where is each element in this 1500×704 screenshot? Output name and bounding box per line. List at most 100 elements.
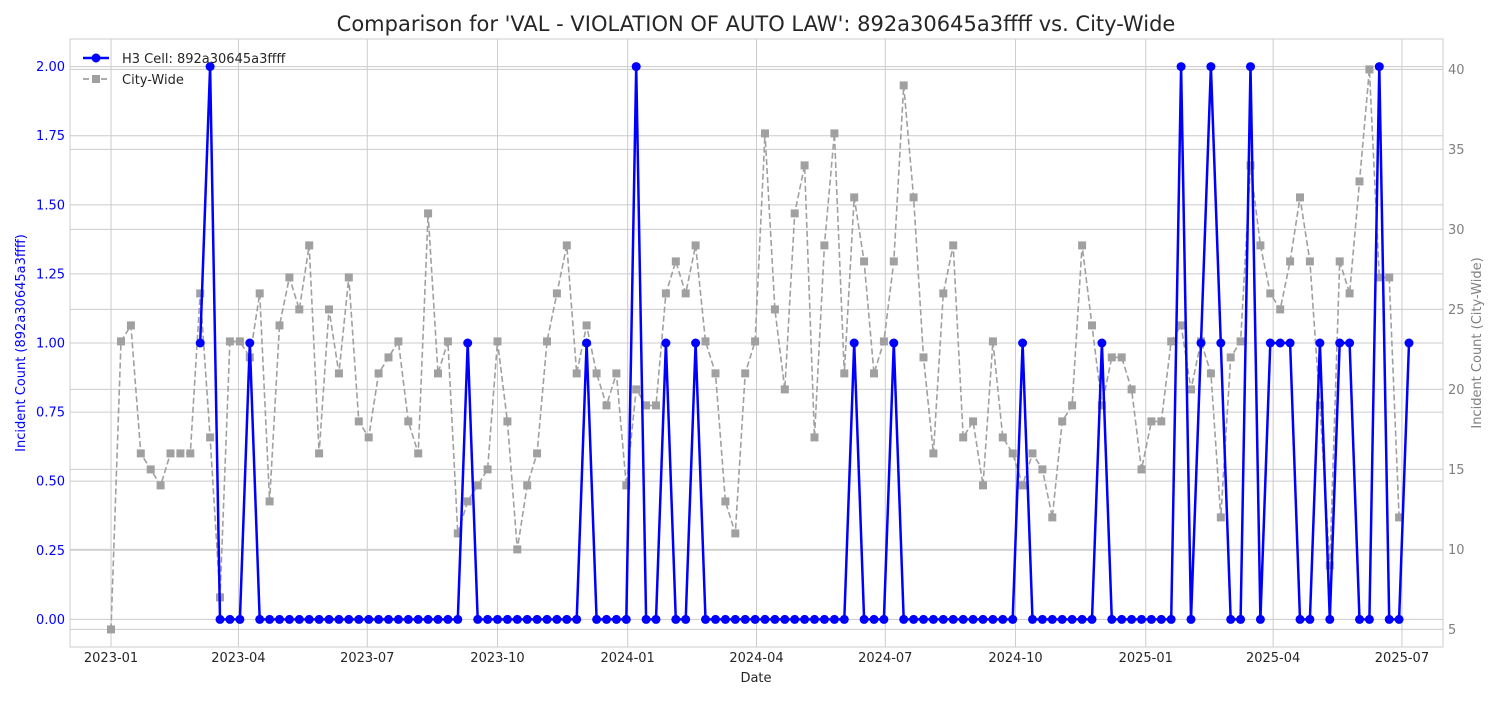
y-left-axis-ticks: 0.00 0.25 0.50 0.75 1.00 1.25 1.50 1.75 2.00: [36, 60, 65, 628]
city-wide-point: [414, 449, 423, 458]
h3-cell-point: [463, 338, 473, 348]
h3-cell-point: [839, 614, 849, 624]
city-wide-point: [117, 337, 125, 346]
h3-cell-point: [760, 614, 770, 624]
city-wide-point: [899, 81, 908, 90]
city-wide-point: [949, 241, 958, 250]
city-wide-point: [275, 321, 284, 330]
city-wide-point: [850, 193, 859, 202]
h3-cell-point: [1176, 62, 1186, 72]
city-wide-point: [572, 369, 581, 378]
city-wide-point: [523, 481, 532, 490]
h3-cell-point: [324, 614, 334, 624]
h3-cell-point: [1037, 614, 1047, 624]
city-wide-point: [136, 449, 145, 458]
city-wide-point: [453, 529, 462, 538]
h3-cell-point: [423, 614, 433, 624]
h3-cell-point: [928, 614, 938, 624]
city-wide-point: [384, 353, 393, 362]
h3-cell-point: [701, 614, 710, 624]
city-wide-point: [721, 497, 730, 506]
city-wide-point: [186, 449, 195, 458]
city-wide-point: [731, 529, 740, 538]
city-wide-point: [255, 289, 264, 298]
h3-cell-point: [909, 614, 919, 624]
city-wide-point: [1355, 177, 1364, 186]
city-wide-point: [156, 481, 165, 490]
city-wide-point: [1345, 289, 1354, 298]
h3-cell-point: [284, 614, 294, 624]
h3-cell-point: [1008, 614, 1018, 624]
h3-cell-point: [205, 62, 215, 72]
h3-cell-point: [522, 614, 532, 624]
city-wide-point: [196, 289, 205, 298]
city-wide-point: [860, 257, 869, 266]
city-wide-point: [592, 369, 601, 378]
h3-cell-point: [720, 614, 730, 624]
h3-cell-point: [1057, 614, 1067, 624]
chart-title: Comparison for 'VAL - VIOLATION OF AUTO …: [337, 12, 1176, 36]
city-wide-point: [939, 289, 948, 298]
y-left-tick-label: 0.75: [36, 406, 65, 421]
h3-cell-point: [294, 614, 304, 624]
city-wide-point: [1246, 161, 1255, 170]
h3-cell-point: [493, 614, 502, 624]
city-wide-point: [642, 401, 651, 410]
h3-cell-point: [1384, 614, 1394, 624]
h3-cell-point: [938, 614, 948, 624]
city-wide-point: [1028, 449, 1037, 458]
h3-cell-point: [1285, 338, 1295, 348]
y-left-tick-label: 1.00: [36, 337, 65, 352]
city-wide-point: [1395, 513, 1404, 522]
h3-cell-point: [1018, 338, 1028, 348]
city-wide-point: [681, 289, 690, 298]
city-wide-point: [166, 449, 175, 458]
city-wide-point: [1236, 337, 1245, 346]
h3-cell-point: [1047, 614, 1057, 624]
h3-cell-point: [1246, 62, 1255, 72]
h3-cell-point: [750, 614, 760, 624]
h3-cell-point: [1236, 614, 1246, 624]
city-wide-point: [1296, 193, 1304, 202]
h3-cell-point: [1355, 614, 1364, 624]
city-wide-point: [1008, 449, 1017, 458]
city-wide-point: [741, 369, 750, 378]
city-wide-point: [1187, 385, 1195, 394]
city-wide-point: [235, 337, 244, 346]
city-wide-point: [751, 337, 760, 346]
city-wide-point: [909, 193, 918, 202]
h3-cell-point: [1265, 338, 1275, 348]
h3-cell-point: [800, 614, 810, 624]
h3-cell-point: [661, 338, 671, 348]
h3-cell-point: [780, 614, 790, 624]
h3-cell-point: [532, 614, 542, 624]
y-left-tick-label: 1.75: [36, 129, 65, 144]
city-wide-point: [1177, 321, 1186, 330]
h3-cell-point: [1216, 338, 1226, 348]
h3-cell-point: [374, 614, 384, 624]
y-right-tick-label: 40: [1448, 63, 1465, 78]
y-right-tick-label: 30: [1448, 223, 1465, 238]
city-wide-point: [1157, 417, 1166, 426]
h3-cell-point: [1087, 614, 1097, 624]
city-wide-point: [979, 481, 987, 490]
city-wide-point: [1137, 465, 1146, 474]
city-wide-point: [780, 385, 789, 394]
h3-cell-point: [1295, 614, 1305, 624]
h3-cell-point: [1117, 614, 1127, 624]
city-wide-point: [701, 337, 710, 346]
city-wide-point: [533, 449, 542, 458]
city-wide-point: [959, 433, 968, 442]
city-wide-point: [1216, 513, 1225, 522]
city-wide-point: [1107, 353, 1116, 362]
y-left-tick-label: 2.00: [36, 60, 65, 75]
city-wide-point: [632, 385, 641, 394]
city-wide-point: [988, 337, 997, 346]
x-tick-label: 2023-10: [470, 651, 524, 666]
h3-cell-point: [473, 614, 483, 624]
city-wide-point: [206, 433, 215, 442]
city-wide-point: [889, 257, 898, 266]
y-right-tick-label: 5: [1448, 623, 1456, 638]
h3-cell-point: [621, 614, 631, 624]
city-wide-point: [1127, 385, 1136, 394]
